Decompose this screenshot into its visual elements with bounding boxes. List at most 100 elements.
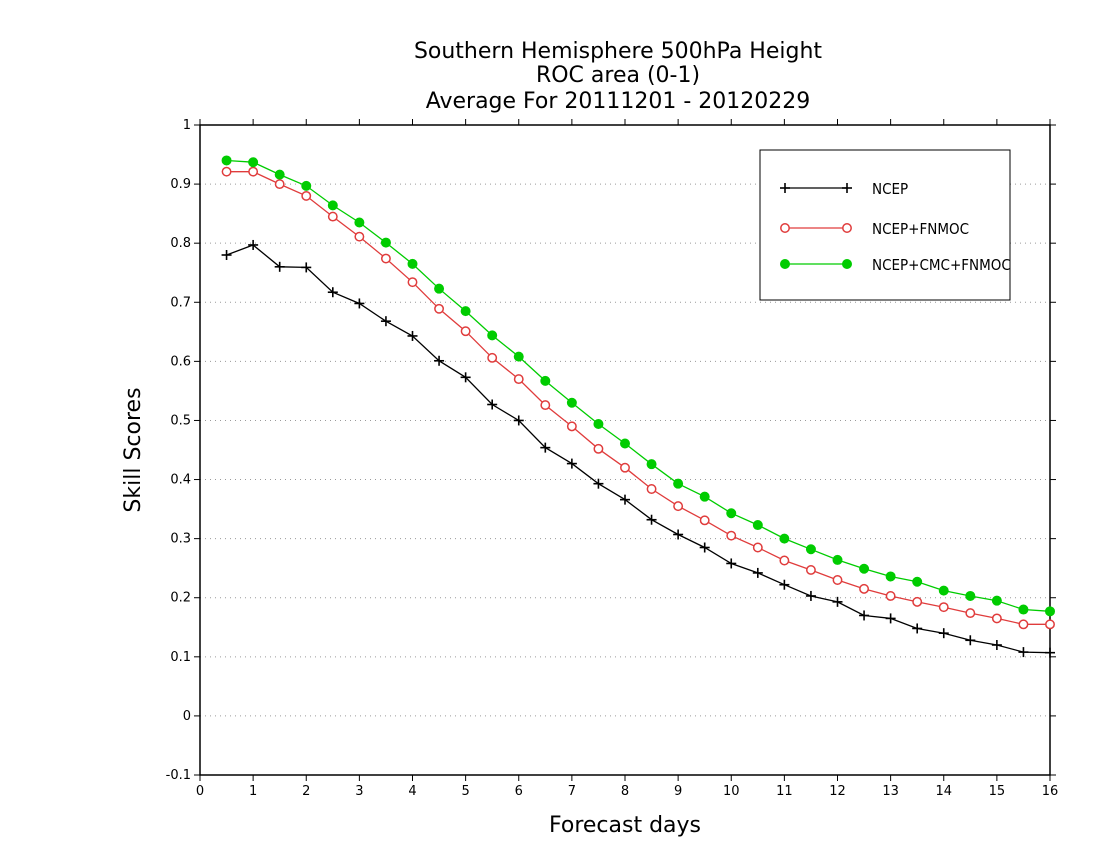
- legend-marker: [842, 183, 852, 193]
- y-tick-label: 0.4: [170, 473, 191, 488]
- data-point: [885, 571, 896, 582]
- data-point: [1018, 604, 1029, 615]
- x-tick-label: 8: [621, 784, 629, 799]
- data-point: [248, 239, 259, 250]
- data-point: [938, 602, 949, 613]
- data-point: [566, 458, 577, 469]
- data-point: [566, 421, 577, 432]
- data-point: [513, 415, 524, 426]
- data-point: [752, 542, 763, 553]
- x-tick-label: 11: [776, 784, 793, 799]
- data-point: [673, 529, 684, 540]
- data-point: [912, 596, 923, 607]
- legend-box: [759, 149, 1011, 301]
- data-point: [832, 596, 843, 607]
- data-point: [274, 261, 285, 272]
- data-point: [460, 326, 471, 337]
- data-point: [726, 508, 737, 519]
- data-point: [859, 610, 870, 621]
- y-tick-label: 0.9: [170, 177, 191, 192]
- y-tick-label: 0.3: [170, 532, 191, 547]
- data-point: [274, 169, 285, 180]
- data-point: [248, 157, 259, 168]
- series-layer: [221, 155, 1055, 658]
- y-tick-label: 0: [183, 709, 191, 724]
- data-point: [513, 374, 524, 385]
- x-tick-label: 14: [935, 784, 952, 799]
- legend-marker: [842, 223, 852, 233]
- data-point: [965, 635, 976, 646]
- chart-title-line-1: Southern Hemisphere 500hPa Height: [414, 39, 822, 64]
- data-point: [434, 303, 445, 314]
- grid-lines: [200, 183, 1050, 717]
- data-point: [248, 166, 259, 177]
- data-point: [752, 567, 763, 578]
- data-point: [620, 462, 630, 473]
- data-point: [593, 419, 604, 429]
- data-point: [434, 355, 445, 366]
- legend-marker: [780, 183, 790, 193]
- data-point: [380, 237, 391, 248]
- x-tick-label: 10: [723, 784, 740, 799]
- y-tick-label: 0.5: [170, 413, 191, 428]
- data-point: [221, 155, 232, 166]
- data-point: [221, 250, 232, 260]
- data-point: [1045, 619, 1055, 630]
- data-point: [965, 608, 976, 619]
- series-line: [226, 244, 1051, 654]
- x-tick-label: 3: [355, 784, 363, 799]
- y-tick-label: 0.6: [170, 354, 191, 369]
- x-tick-label: 12: [829, 784, 846, 799]
- data-point: [274, 179, 285, 190]
- legend-entry-label: NCEP+FNMOC: [872, 220, 969, 238]
- data-point: [327, 200, 338, 211]
- x-tick-label: 1: [249, 784, 257, 799]
- data-point: [726, 558, 737, 569]
- x-tick-label: 15: [989, 784, 1006, 799]
- data-point: [673, 501, 684, 512]
- data-point: [301, 262, 312, 273]
- data-point: [805, 590, 816, 601]
- y-tick-label: 0.8: [170, 236, 191, 251]
- x-tick-label: 2: [302, 784, 310, 799]
- y-tick-label: -0.1: [166, 768, 191, 783]
- chart-title-line-3: Average For 20111201 - 20120229: [426, 89, 811, 114]
- data-point: [540, 442, 551, 453]
- data-point: [593, 443, 604, 454]
- x-tick-label: 16: [1042, 784, 1059, 799]
- legend-marker: [842, 259, 852, 269]
- data-point: [991, 640, 1002, 650]
- y-tick-label: 0.1: [170, 650, 191, 665]
- data-point: [938, 628, 949, 639]
- data-point: [540, 400, 551, 411]
- data-point: [1018, 619, 1029, 630]
- data-point: [380, 253, 391, 264]
- data-point: [885, 591, 896, 601]
- data-point: [407, 330, 418, 341]
- data-point: [327, 287, 338, 298]
- y-tick-label: 0.7: [170, 295, 191, 310]
- x-tick-label: 5: [461, 784, 469, 799]
- legend-marker: [780, 259, 790, 269]
- data-point: [1045, 606, 1055, 617]
- x-tick-label: 13: [882, 784, 899, 799]
- series-ncep: [221, 239, 1055, 658]
- series-ncep-fnmoc: [221, 166, 1055, 630]
- data-point: [859, 563, 870, 574]
- x-axis-label: Forecast days: [549, 813, 701, 838]
- data-point: [646, 459, 657, 470]
- data-point: [301, 180, 312, 191]
- data-point: [301, 190, 312, 201]
- y-tick-label: 0.2: [170, 591, 191, 606]
- data-point: [407, 277, 418, 288]
- data-point: [487, 399, 498, 410]
- data-point: [699, 515, 710, 526]
- y-tick-label: 1: [183, 118, 191, 133]
- data-point: [1018, 647, 1029, 658]
- data-point: [779, 555, 790, 566]
- chart-title-line-2: ROC area (0-1): [536, 63, 700, 88]
- data-point: [434, 283, 445, 294]
- data-point: [965, 590, 976, 601]
- data-point: [646, 484, 657, 494]
